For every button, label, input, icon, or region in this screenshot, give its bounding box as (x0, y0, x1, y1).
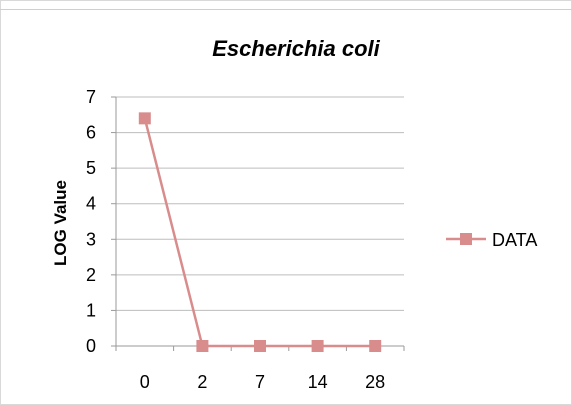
top-divider (0, 9, 572, 10)
gridlines (116, 96, 404, 311)
y-tick-label: 0 (86, 336, 96, 356)
series-line (143, 118, 376, 348)
legend: DATA (446, 230, 537, 250)
series-layer (138, 112, 382, 352)
y-tick-labels: 0 1 2 3 4 5 6 7 (86, 87, 96, 356)
y-tick-label: 3 (86, 229, 96, 249)
data-point (369, 340, 382, 352)
y-axis-label: LOG Value (51, 180, 70, 266)
data-point (196, 340, 209, 352)
y-tick-label: 7 (86, 87, 96, 107)
data-point (311, 340, 324, 352)
y-tick-label: 6 (86, 123, 96, 143)
x-tick-label: 0 (140, 372, 150, 392)
x-tick-label: 2 (197, 372, 207, 392)
chart-title: Escherichia coli (212, 36, 380, 61)
data-point (254, 340, 266, 352)
legend-marker (460, 233, 472, 245)
axes (111, 96, 405, 351)
y-tick-label: 2 (86, 265, 96, 285)
y-tick-label: 1 (86, 300, 96, 320)
y-tick-label: 4 (86, 194, 96, 214)
x-tick-label: 7 (255, 372, 265, 392)
x-tick-label: 28 (365, 372, 385, 392)
legend-label: DATA (492, 230, 537, 250)
data-point (138, 112, 151, 125)
x-tick-labels: 0 2 7 14 28 (140, 372, 385, 392)
x-tick-label: 14 (308, 372, 328, 392)
y-tick-label: 5 (86, 158, 96, 178)
